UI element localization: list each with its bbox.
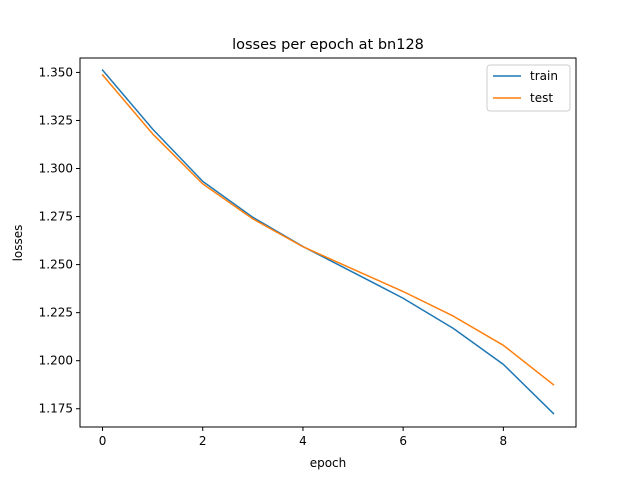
series-line-train bbox=[101, 69, 555, 415]
y-tick-label: 1.325 bbox=[39, 113, 73, 127]
axes-frame bbox=[79, 57, 577, 428]
y-tick-label: 1.225 bbox=[39, 306, 73, 320]
y-axis-ticks: 1.175 1.200 1.225 1.250 1.275 1.300 1.325 1.350 bbox=[39, 65, 80, 416]
x-tick-label: 2 bbox=[199, 434, 207, 448]
chart-title: losses per epoch at bn128 bbox=[232, 37, 424, 53]
y-tick-label: 1.250 bbox=[39, 258, 73, 272]
legend: train test bbox=[486, 64, 571, 112]
y-tick-label: 1.200 bbox=[39, 354, 73, 368]
legend-label-train: train bbox=[530, 69, 558, 83]
x-tick-label: 0 bbox=[99, 434, 107, 448]
y-tick-label: 1.300 bbox=[39, 162, 73, 176]
x-tick-label: 8 bbox=[500, 434, 508, 448]
y-axis-label: losses bbox=[11, 225, 25, 262]
legend-label-test: test bbox=[530, 91, 553, 105]
x-axis-label: epoch bbox=[310, 456, 347, 470]
x-tick-label: 4 bbox=[299, 434, 307, 448]
x-axis-ticks: 0 2 4 6 8 bbox=[99, 427, 507, 448]
x-tick-label: 6 bbox=[399, 434, 407, 448]
series-lines bbox=[101, 69, 555, 415]
y-tick-label: 1.275 bbox=[39, 210, 73, 224]
y-tick-label: 1.350 bbox=[39, 65, 73, 79]
series-line-test bbox=[101, 73, 555, 386]
y-tick-label: 1.175 bbox=[39, 402, 73, 416]
